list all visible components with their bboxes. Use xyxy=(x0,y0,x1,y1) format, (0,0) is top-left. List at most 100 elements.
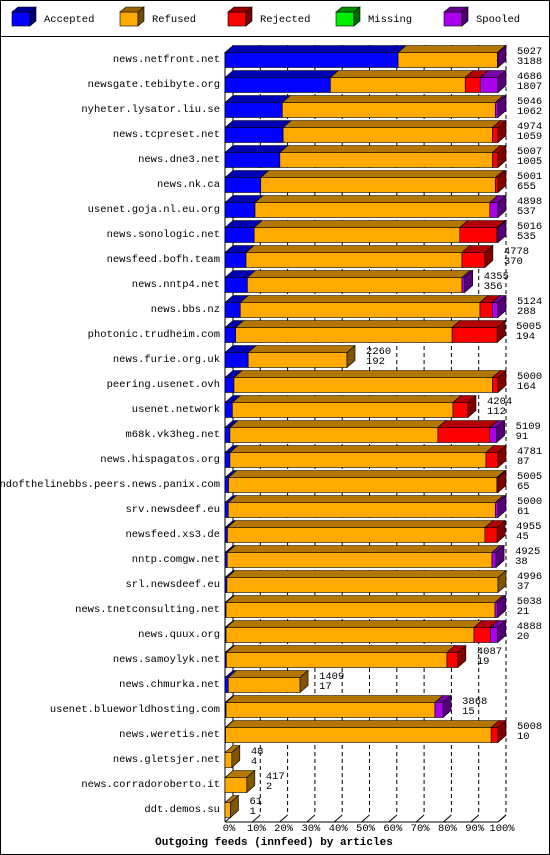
accepted-label: 10 xyxy=(517,731,530,743)
accepted-label: 21 xyxy=(517,606,530,618)
bar-top xyxy=(227,495,505,503)
offered-label: 5001 xyxy=(517,171,542,183)
legend-swatch-side xyxy=(353,6,361,27)
bar-side xyxy=(346,344,356,369)
x-tick-label: 20% xyxy=(274,823,294,835)
legend-swatch xyxy=(335,11,355,27)
legend-swatch xyxy=(227,11,247,27)
category-label: news.samoylyk.net xyxy=(113,654,220,666)
bar-segment xyxy=(224,252,247,268)
offered-label: 417 xyxy=(266,771,285,783)
tick-mark xyxy=(333,814,343,823)
category-label: endofthelinebbs.peers.news.panix.com xyxy=(0,479,220,491)
bar-segment xyxy=(494,177,499,193)
accepted-label: 4 xyxy=(251,756,257,768)
category-label: newsfeed.bofh.team xyxy=(107,254,220,266)
accepted-label: 112 xyxy=(487,406,506,418)
accepted-label: 1 xyxy=(249,806,255,818)
bar-side xyxy=(496,419,505,444)
bar-top xyxy=(224,95,292,103)
offered-label: 5000 xyxy=(517,371,542,383)
category-label: news.dne3.net xyxy=(138,154,220,166)
category-label: news.corradoroberto.it xyxy=(81,779,220,791)
category-label: news.hispagatos.org xyxy=(100,454,220,466)
accepted-label: 17 xyxy=(319,681,332,693)
bar-side xyxy=(497,294,507,319)
bar-segment xyxy=(464,77,481,93)
category-label: ddt.demos.su xyxy=(144,804,220,816)
bar-top xyxy=(259,170,505,178)
category-label: nyheter.lysator.liu.se xyxy=(81,104,220,116)
bar-segment xyxy=(224,427,231,443)
bar-side xyxy=(484,244,494,269)
x-tick-label: 90% xyxy=(465,823,485,835)
bar-top xyxy=(229,445,495,453)
offered-label: 5005 xyxy=(517,471,542,483)
bar-side xyxy=(497,369,507,394)
bar-side xyxy=(464,269,473,294)
accepted-label: 38 xyxy=(515,556,528,568)
bar-side xyxy=(467,394,477,419)
legend-swatch-side xyxy=(461,6,469,27)
category-label: news.netfront.net xyxy=(113,54,220,66)
bar-segment xyxy=(489,202,499,218)
legend-swatch xyxy=(443,11,463,27)
x-tick-label: 40% xyxy=(329,823,349,835)
bar-top xyxy=(227,470,506,478)
x-tick-label: 50% xyxy=(356,823,376,835)
legend-swatch xyxy=(119,11,139,27)
offered-label: 61 xyxy=(249,796,262,808)
x-tick-label: 100% xyxy=(489,823,515,835)
bar-segment xyxy=(224,802,231,818)
bar-side xyxy=(497,569,507,594)
bar-top xyxy=(226,545,501,553)
offered-label: 4781 xyxy=(517,446,542,458)
x-tick-label: 60% xyxy=(383,823,403,835)
bar-side xyxy=(497,44,507,69)
bar-top xyxy=(225,695,444,703)
bar-segment xyxy=(233,377,493,393)
category-label: news.gletsjer.net xyxy=(113,754,220,766)
bar-segment xyxy=(224,352,249,368)
bar-top xyxy=(224,45,407,53)
category-label: m68k.vk3heg.net xyxy=(125,429,220,441)
tick-mark xyxy=(306,814,316,823)
bar-segment xyxy=(473,627,491,643)
bar-side xyxy=(497,194,507,219)
bar-segment xyxy=(224,677,229,693)
bar-segment xyxy=(491,552,497,568)
bar-top xyxy=(253,220,469,228)
offered-label: 5007 xyxy=(517,146,542,158)
bar-side xyxy=(497,444,507,469)
legend-swatch-side xyxy=(137,6,145,27)
legend-label: Accepted xyxy=(44,14,94,26)
bar-segment xyxy=(489,427,497,443)
bar-segment xyxy=(485,452,499,468)
offered-label: 5124 xyxy=(517,296,542,308)
category-label: usenet.goja.nl.eu.org xyxy=(88,204,220,216)
bar-top xyxy=(225,595,504,603)
offered-label: 4888 xyxy=(517,621,542,633)
bar-segment xyxy=(224,102,283,118)
accepted-label: 1807 xyxy=(517,81,542,93)
legend-swatch xyxy=(11,11,31,27)
bar-top xyxy=(224,70,340,78)
bar-segment xyxy=(224,502,229,518)
bar-segment xyxy=(459,227,498,243)
accepted-label: 356 xyxy=(484,281,503,293)
bar-top xyxy=(279,145,502,153)
bar-top xyxy=(245,245,471,253)
bar-segment xyxy=(227,677,301,693)
bar-segment xyxy=(224,777,248,793)
bar-side xyxy=(495,544,505,569)
bar-segment xyxy=(225,702,436,718)
bar-side xyxy=(246,769,256,794)
bar-segment xyxy=(452,402,469,418)
accepted-label: 370 xyxy=(504,256,523,268)
bar-side xyxy=(497,594,507,619)
tick-mark xyxy=(388,814,398,823)
category-label: news.quux.org xyxy=(138,629,220,641)
tick-mark xyxy=(279,814,288,823)
accepted-label: 91 xyxy=(516,431,529,443)
